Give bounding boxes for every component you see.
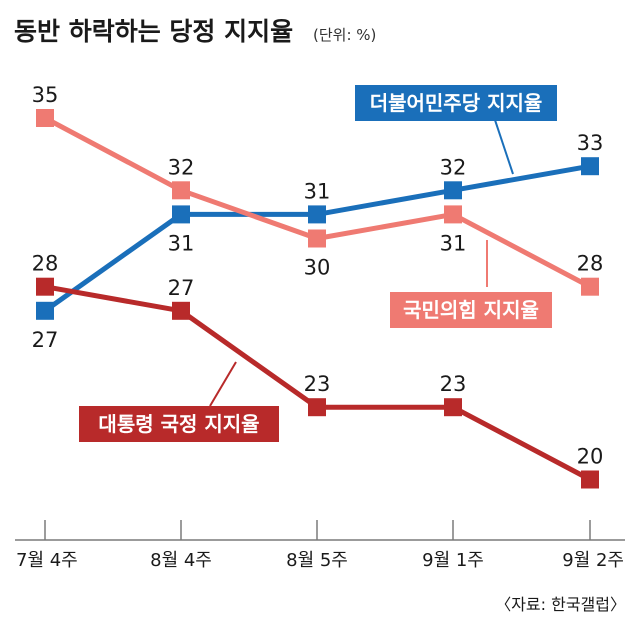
series-ppp: 35 32 30 31 28 (32, 83, 604, 296)
chart-title: 동반 하락하는 당정 지지율 (14, 17, 293, 46)
tag-dpk: 더불어민주당 지지율 (355, 85, 557, 121)
x-axis-ticks (44, 520, 591, 540)
source-label: 〈자료: 한국갤럽〉 (495, 595, 626, 614)
leader-line-president (209, 361, 237, 407)
point-dpk-1 (172, 205, 190, 224)
label-leader-lines (209, 119, 514, 407)
point-president-2 (308, 398, 326, 417)
point-president-3 (444, 398, 462, 417)
point-president-1 (172, 301, 190, 320)
point-dpk-2 (308, 205, 326, 224)
data-label-president-4: 20 (577, 445, 604, 469)
data-label-dpk-2: 31 (304, 179, 331, 203)
point-ppp-2 (308, 229, 326, 248)
x-tick-label-4: 9월 2주 (562, 550, 624, 571)
series-president: 28 27 23 23 20 (32, 252, 604, 489)
data-label-ppp-0: 35 (32, 83, 59, 107)
x-tick-label-0: 7월 4주 (16, 550, 78, 571)
tag-president: 대통령 국정 지지율 (79, 406, 279, 442)
point-dpk-4 (581, 157, 599, 176)
point-ppp-1 (172, 181, 190, 200)
x-tick-label-3: 9월 1주 (422, 550, 484, 571)
series-dpk: 27 31 31 32 33 (32, 131, 604, 352)
x-axis-tick-labels: 7월 4주 8월 4주 8월 5주 9월 1주 9월 2주 (16, 550, 624, 571)
legend-entry-ppp: 국민의힘 지지율 (403, 298, 539, 322)
legend-entry-president: 대통령 국정 지지율 (98, 412, 259, 436)
point-dpk-0 (36, 301, 54, 320)
tag-box-ppp (390, 292, 552, 328)
data-label-dpk-3: 32 (440, 155, 467, 179)
legend-entry-dpk: 더불어민주당 지지율 (370, 91, 543, 115)
point-ppp-4 (581, 277, 599, 296)
leader-line-dpk (494, 119, 514, 175)
data-label-ppp-3: 31 (440, 231, 467, 255)
tag-box-dpk (355, 85, 557, 121)
point-ppp-3 (444, 205, 462, 224)
data-label-dpk-1: 31 (168, 231, 195, 255)
point-dpk-3 (444, 181, 462, 200)
data-label-dpk-0: 27 (32, 328, 59, 352)
data-label-president-0: 28 (32, 252, 59, 276)
data-label-ppp-4: 28 (577, 252, 604, 276)
point-president-0 (36, 277, 54, 296)
unit-label: (단위: %) (313, 26, 376, 44)
x-tick-label-2: 8월 5주 (286, 550, 348, 571)
data-label-ppp-1: 32 (168, 155, 195, 179)
series-layer: 27 31 31 32 33 35 32 30 31 28 28 27 23 23 20 (32, 83, 604, 489)
data-label-president-3: 23 (440, 372, 467, 396)
x-tick-label-1: 8월 4주 (150, 550, 212, 571)
data-label-president-1: 27 (168, 276, 195, 300)
tag-ppp: 국민의힘 지지율 (390, 292, 552, 328)
data-label-dpk-4: 33 (577, 131, 604, 155)
point-president-4 (581, 470, 599, 489)
point-ppp-0 (36, 109, 54, 127)
tag-box-president (79, 406, 279, 442)
data-label-ppp-2: 30 (304, 256, 331, 280)
data-label-president-2: 23 (304, 372, 331, 396)
